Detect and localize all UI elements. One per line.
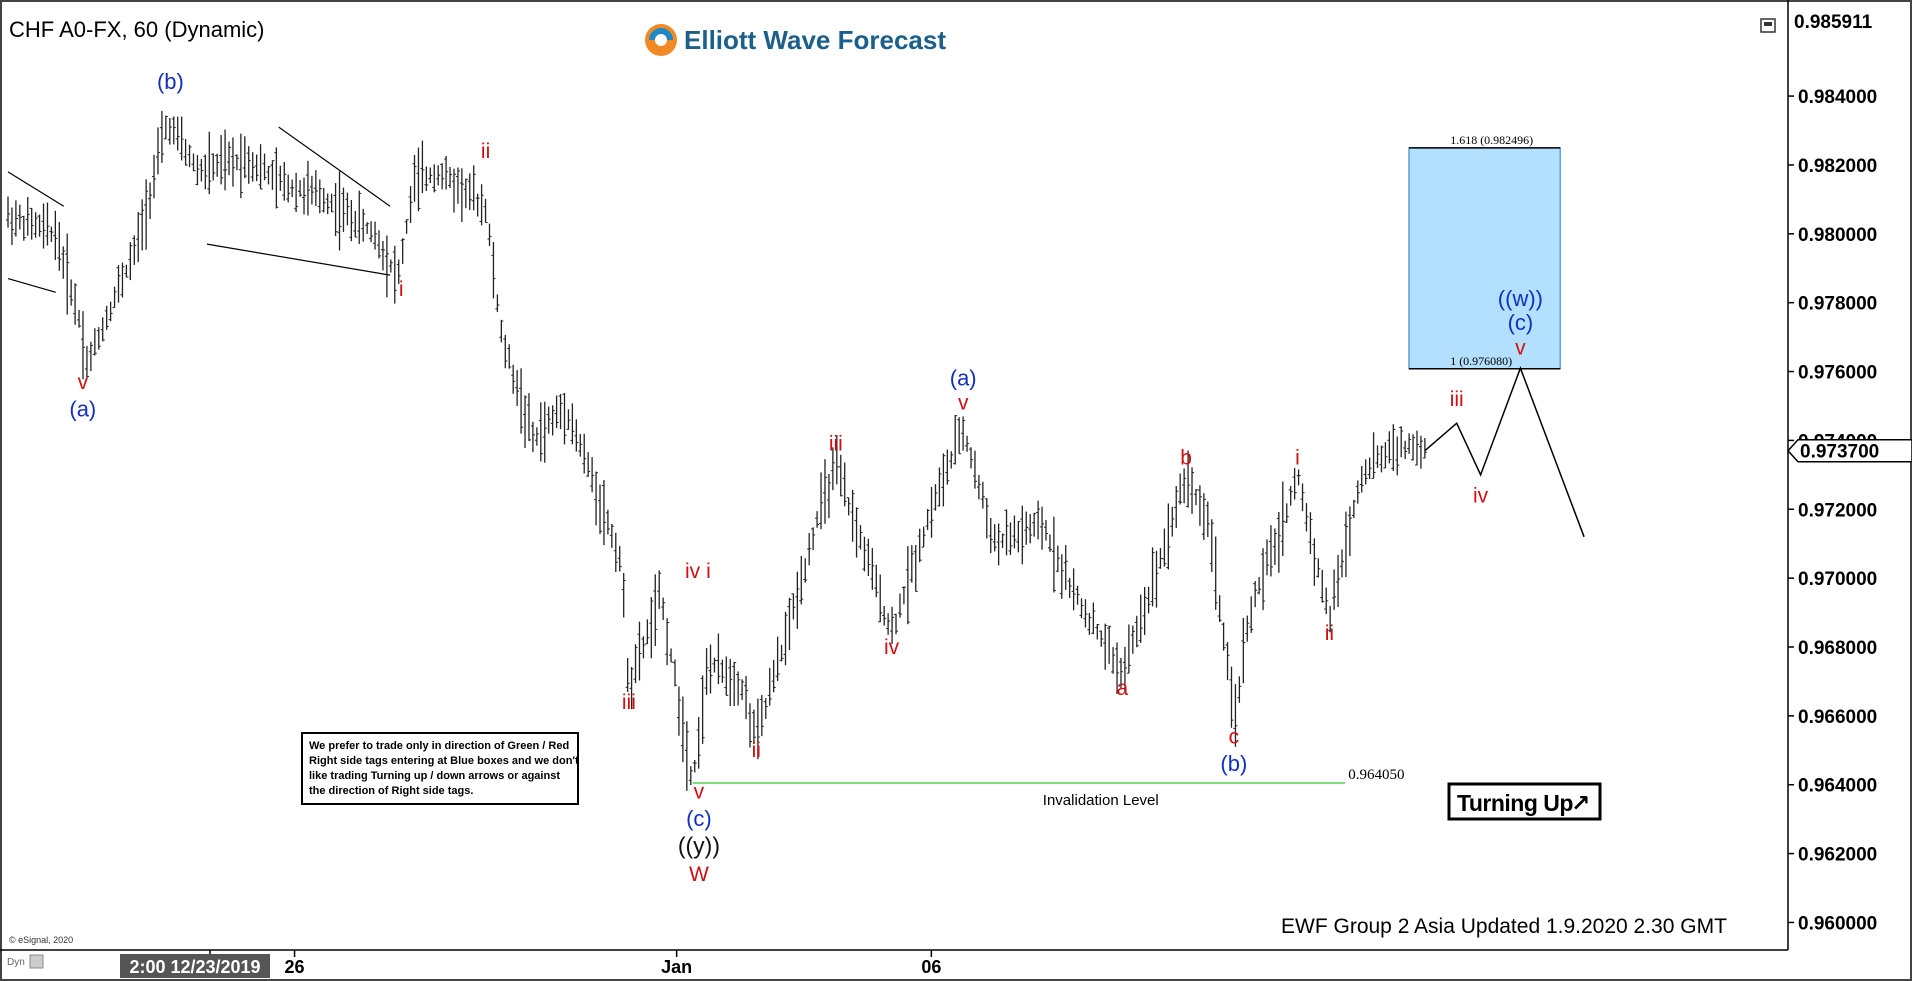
y-tick-label: 0.968000 — [1798, 638, 1877, 659]
wave-label: ii — [752, 739, 761, 762]
wave-label: i — [706, 560, 711, 583]
y-tick-label: 0.980000 — [1798, 225, 1877, 246]
last-price-label: 0.973700 — [1800, 442, 1879, 463]
y-tick-label: 0.982000 — [1798, 156, 1877, 177]
wave-label: (c) — [1508, 310, 1534, 335]
x-tick-highlight — [120, 954, 270, 978]
wave-label: v — [694, 780, 705, 803]
ohlc-bars — [6, 110, 1427, 791]
top-price-label: 0.985911 — [1794, 12, 1873, 33]
y-tick-label: 0.972000 — [1798, 500, 1877, 521]
wave-label: W — [689, 863, 709, 886]
wave-label: v — [1515, 336, 1526, 359]
wave-label: (a) — [950, 365, 977, 390]
fib-label: 1.618 (0.982496) — [1450, 133, 1533, 147]
y-tick-label: 0.964000 — [1798, 776, 1877, 797]
wave-label: ii — [481, 140, 490, 163]
projection-path — [1424, 365, 1585, 538]
projected-wave — [1424, 365, 1585, 538]
trendline — [278, 126, 391, 207]
wave-label: v — [78, 371, 89, 394]
wave-label: v — [958, 391, 969, 414]
axes: 0.960000 0.962000 0.964000 0.966000 0.968000… — [120, 10, 1912, 978]
fib-label: 1 (0.976080) — [1450, 354, 1512, 368]
invalidation-value: 0.964050 — [1348, 767, 1404, 783]
wave-label: ((w)) — [1498, 286, 1543, 311]
x-tick-label: 06 — [921, 957, 941, 977]
wave-label: b — [1180, 447, 1192, 470]
wave-label: iii — [829, 433, 843, 456]
trendline — [7, 171, 65, 207]
wave-label: iv — [685, 560, 701, 583]
last-price-flag — [1786, 438, 1912, 463]
x-tick-label: 2:00 12/23/2019 — [129, 957, 260, 977]
wave-label: (b) — [1220, 751, 1247, 776]
blue-box — [1408, 147, 1561, 370]
x-tick-label: 26 — [285, 957, 305, 977]
y-tick-label: 0.976000 — [1798, 363, 1877, 384]
wave-label: ((y)) — [678, 833, 720, 859]
wave-label: i — [399, 278, 404, 301]
wave-label: iv — [1473, 484, 1489, 507]
wave-label: c — [1229, 725, 1240, 748]
y-tick-label: 0.960000 — [1798, 913, 1877, 934]
target-zone: 1.618 (0.982496) 1 (0.976080) 0.964050 Inva… — [692, 133, 1561, 809]
wave-label: ii — [1325, 622, 1334, 645]
y-tick-label: 0.966000 — [1798, 707, 1877, 728]
x-tick-label: Jan — [661, 957, 692, 977]
wave-label: iii — [622, 691, 636, 714]
y-tick-label: 0.962000 — [1798, 845, 1877, 866]
wave-label: iii — [1450, 388, 1464, 411]
trendline — [206, 243, 391, 276]
wave-label: (b) — [157, 69, 184, 94]
y-tick-label: 0.984000 — [1798, 87, 1877, 108]
y-tick-label: 0.978000 — [1798, 294, 1877, 315]
wave-label: iv — [884, 636, 900, 659]
wave-label: i — [1295, 447, 1300, 470]
wave-label: a — [1117, 677, 1129, 700]
wave-label: (c) — [686, 806, 712, 831]
y-tick-label: 0.970000 — [1798, 569, 1877, 590]
top-price-flag — [1790, 10, 1910, 32]
invalidation-label: Invalidation Level — [1043, 792, 1159, 809]
wave-label: (a) — [69, 396, 96, 421]
trendline — [7, 277, 56, 293]
